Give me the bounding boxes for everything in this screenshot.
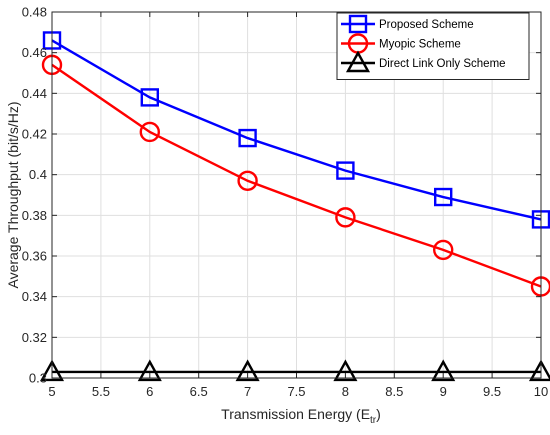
y-tick-label: 0.48 — [22, 5, 47, 20]
legend-label: Proposed Scheme — [379, 19, 474, 31]
data-point-square — [238, 128, 257, 148]
data-point-triangle — [39, 359, 65, 382]
x-axis-label-close: ) — [376, 406, 381, 422]
y-tick-label: 0.3 — [29, 371, 47, 386]
data-point-triangle — [333, 359, 358, 382]
data-point-circle — [433, 239, 454, 261]
y-tick-label: 0.4 — [29, 167, 47, 182]
y-tick-label: 0.38 — [22, 208, 47, 223]
series-line — [51, 63, 542, 288]
x-tick-label: 5 — [48, 384, 55, 399]
x-tick-label: 5.5 — [92, 384, 110, 399]
x-tick-label: 8 — [342, 384, 349, 399]
data-point-triangle — [235, 359, 260, 382]
y-axis-label: Average Throughput (bit/s/Hz) — [5, 101, 21, 288]
x-axis-label-main: Transmission Energy (E — [221, 406, 370, 422]
x-axis-label-subscript: tr — [370, 415, 377, 426]
x-axis-label: Transmission Energy (Etr) — [221, 406, 381, 426]
data-point-triangle — [137, 359, 162, 382]
data-point-square — [336, 161, 355, 180]
data-point-circle — [335, 207, 356, 228]
x-tick-label: 7 — [244, 384, 251, 399]
axis-ticks: 5 5.5 6 6.5 7 7.5 8 8.5 9 9.5 10 0.3 0.32 0.34 0.36 0.3… — [22, 5, 549, 400]
data-point-square — [140, 88, 160, 107]
y-tick-label: 0.44 — [22, 86, 47, 101]
y-tick-label: 0.36 — [22, 249, 47, 264]
data-point-circle — [237, 170, 258, 191]
y-tick-label: 0.32 — [22, 330, 47, 345]
x-tick-label: 7.5 — [287, 384, 305, 399]
x-tick-label: 10 — [534, 384, 548, 399]
legend: Proposed Scheme Myopic Scheme Direct Link … — [336, 12, 530, 80]
legend-item: Proposed Scheme — [341, 14, 474, 34]
data-point-triangle — [528, 359, 550, 382]
series-line — [51, 39, 542, 221]
x-tick-label: 9 — [440, 384, 447, 399]
x-tick-label: 6 — [146, 384, 153, 399]
y-tick-label: 0.46 — [22, 45, 47, 60]
data-point-triangle — [431, 359, 456, 382]
x-tick-label: 8.5 — [385, 384, 403, 399]
legend-marker-square — [348, 14, 368, 34]
y-tick-label: 0.42 — [22, 127, 47, 142]
x-tick-label: 9.5 — [483, 384, 501, 399]
x-tick-label: 6.5 — [190, 384, 208, 399]
y-tick-label: 0.34 — [22, 289, 47, 304]
data-point-circle — [139, 121, 161, 143]
legend-label: Direct Link Only Scheme — [379, 58, 506, 70]
legend-label: Myopic Scheme — [379, 39, 461, 51]
legend-marker-triangle — [345, 50, 371, 73]
series-direct-link-only-scheme — [39, 359, 550, 382]
legend-item: Direct Link Only Scheme — [341, 50, 506, 73]
data-point-square — [434, 187, 453, 207]
